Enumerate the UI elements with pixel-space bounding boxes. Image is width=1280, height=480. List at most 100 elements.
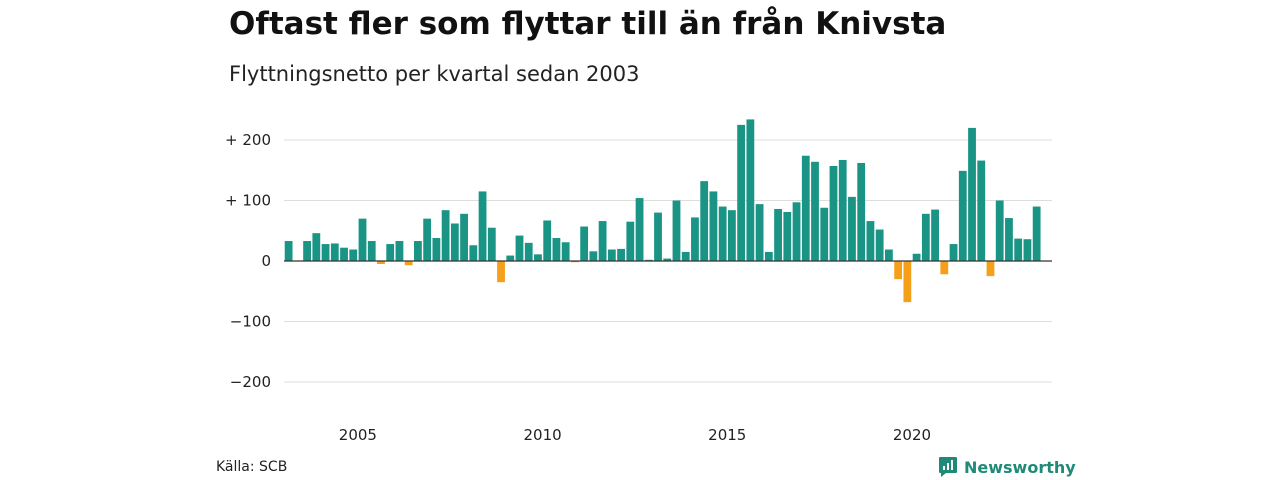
bar <box>626 221 635 261</box>
x-tick-label: 2015 <box>708 426 746 444</box>
bar <box>884 249 893 261</box>
bar <box>487 227 496 261</box>
bar <box>617 248 625 261</box>
bar <box>894 261 903 280</box>
bar <box>534 254 542 261</box>
bar <box>1023 239 1032 261</box>
bar <box>866 221 875 261</box>
bar <box>977 160 986 261</box>
bar <box>543 220 552 261</box>
bar <box>903 261 912 303</box>
bar <box>441 210 450 261</box>
newsworthy-logo-icon <box>939 457 957 477</box>
bar <box>367 241 376 261</box>
bar <box>995 200 1004 261</box>
bar <box>469 245 478 261</box>
bar <box>811 161 819 261</box>
bar <box>718 206 727 261</box>
bar <box>330 243 339 261</box>
bar <box>774 208 782 261</box>
bar <box>414 241 422 261</box>
brand-logo: Newsworthy <box>938 456 1076 478</box>
chart-title: Oftast fler som flyttar till än från Kni… <box>229 6 947 42</box>
bar <box>829 166 838 261</box>
bar <box>857 162 866 261</box>
y-tick-label: + 100 <box>225 192 271 210</box>
bar <box>672 200 681 261</box>
bar <box>460 213 468 261</box>
bar <box>497 261 505 283</box>
bar <box>349 249 358 261</box>
bar <box>848 196 856 261</box>
x-tick-label: 2005 <box>339 426 377 444</box>
bar <box>386 244 395 261</box>
bar <box>552 238 561 261</box>
bar <box>635 198 644 261</box>
bar <box>986 261 995 277</box>
bar <box>321 244 330 261</box>
bar <box>700 181 709 261</box>
bar <box>1014 238 1023 261</box>
bar <box>395 241 404 261</box>
bar <box>654 212 662 261</box>
y-axis-ticks: + 200 + 100 0 −100 −200 <box>225 131 271 391</box>
x-axis-ticks: 2005 2010 2015 2020 <box>339 426 931 444</box>
bar <box>515 235 524 261</box>
bar <box>607 249 616 261</box>
bar <box>432 238 441 261</box>
y-tick-label: 0 <box>261 252 271 270</box>
brand-name: Newsworthy <box>964 457 1076 477</box>
bar <box>691 217 699 261</box>
bar <box>746 119 755 262</box>
bar <box>404 261 413 266</box>
bar <box>737 124 746 262</box>
grid-lines <box>284 139 1052 383</box>
bar <box>968 127 976 262</box>
bar <box>838 159 847 261</box>
bar <box>875 229 884 261</box>
bar <box>755 204 764 261</box>
bar <box>728 210 736 261</box>
bar <box>820 207 829 261</box>
bar <box>663 258 672 261</box>
bar <box>312 233 321 261</box>
bar <box>764 251 773 261</box>
bar <box>1005 218 1013 261</box>
bar <box>450 223 459 261</box>
bar <box>284 241 293 261</box>
bars <box>284 119 1041 303</box>
source-label: Källa: SCB <box>216 459 288 475</box>
bar <box>709 191 718 262</box>
bar <box>524 242 533 261</box>
bar <box>377 261 385 265</box>
bar <box>949 244 958 261</box>
y-tick-label: −100 <box>230 313 271 331</box>
bar <box>423 218 432 261</box>
x-tick-label: 2020 <box>893 426 931 444</box>
bar <box>681 251 690 261</box>
x-tick-label: 2010 <box>523 426 561 444</box>
bar <box>644 259 653 261</box>
bar <box>478 191 487 262</box>
bar <box>801 155 810 261</box>
bar <box>958 170 967 261</box>
bar <box>561 242 570 261</box>
bar <box>340 247 348 261</box>
bar <box>940 261 949 275</box>
y-tick-label: −200 <box>230 373 271 391</box>
bar <box>792 202 801 261</box>
bar <box>783 212 792 261</box>
chart-subtitle: Flyttningsnetto per kvartal sedan 2003 <box>229 62 640 86</box>
bar <box>506 255 515 262</box>
bar <box>1032 206 1041 261</box>
bar <box>931 209 939 261</box>
bar <box>358 218 367 261</box>
bar <box>589 251 598 261</box>
bar <box>912 253 921 261</box>
bar <box>921 213 930 261</box>
bar <box>580 226 589 261</box>
y-tick-label: + 200 <box>225 131 271 149</box>
bar <box>303 241 311 261</box>
bar <box>571 261 579 263</box>
